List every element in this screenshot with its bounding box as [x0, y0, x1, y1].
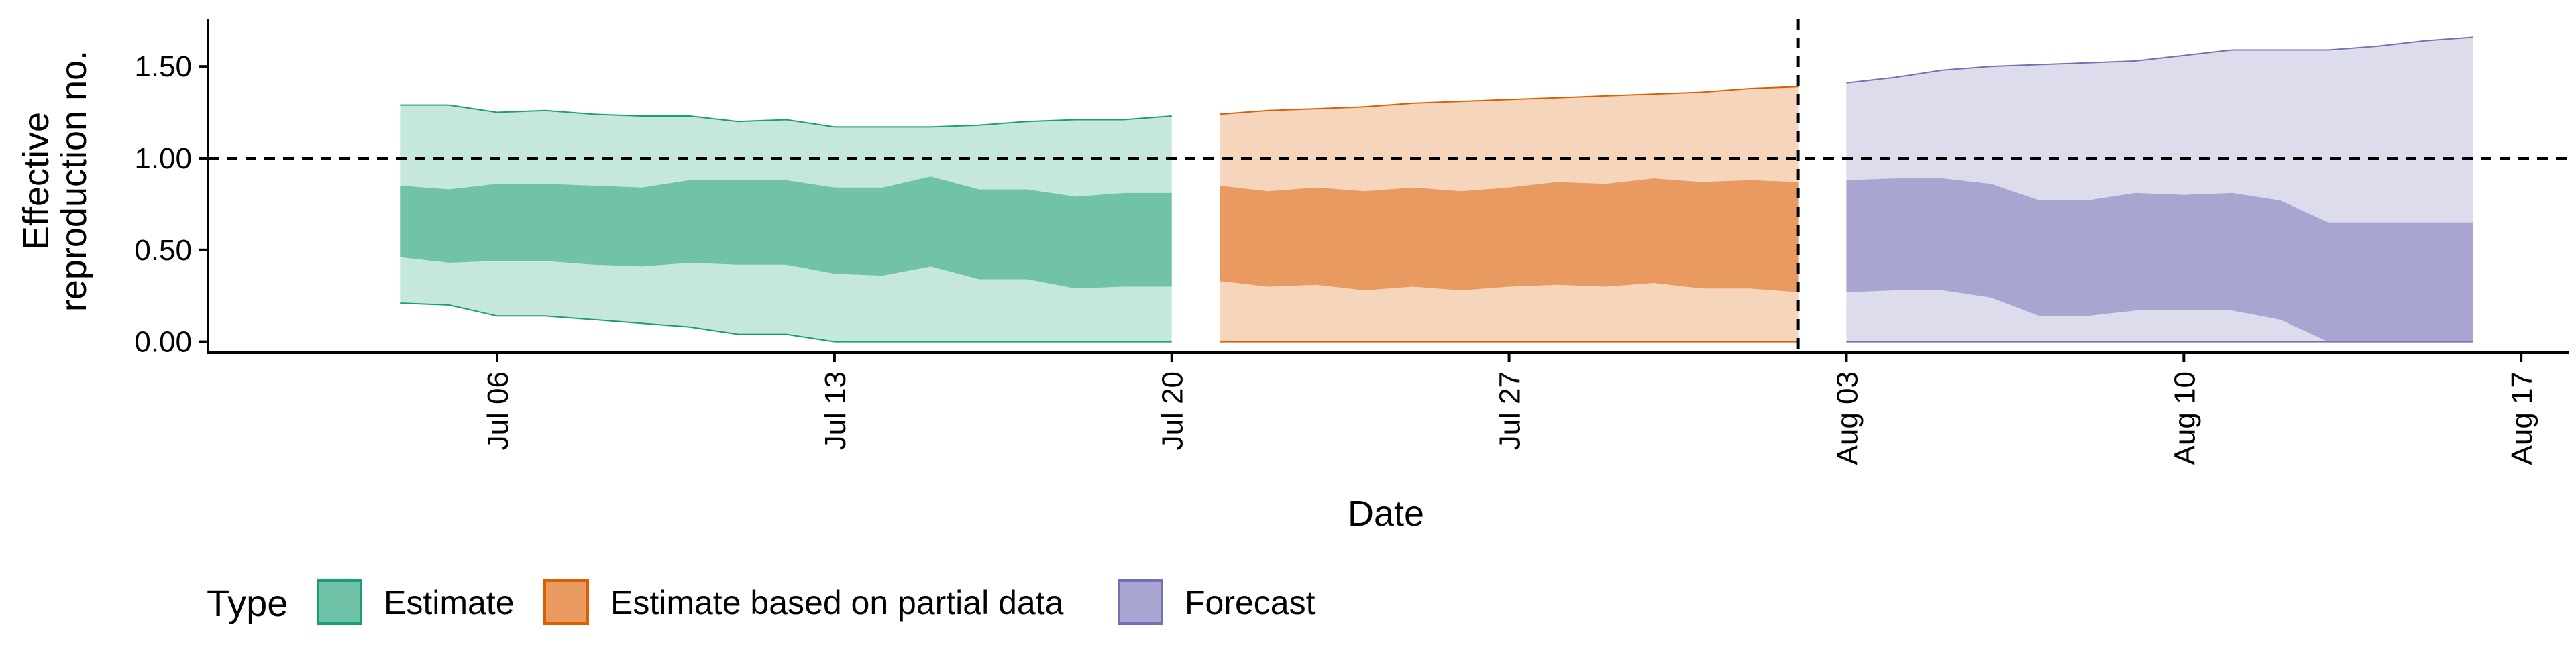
lower-edge-estimate — [400, 302, 1172, 343]
x-tick-label: Jul 20 — [1157, 371, 1189, 450]
upper-edge-forecast — [1846, 36, 2473, 84]
legend-label-estimate-based-on-partial-data: Estimate based on partial data — [610, 584, 1064, 622]
y-tick-label: 1.00 — [134, 142, 192, 175]
legend: Type Estimate Estimate based on partial d… — [207, 579, 1316, 625]
upper-edge-estimate-based-on-partial-data — [1220, 86, 1799, 115]
upper-edge-estimate — [400, 104, 1172, 128]
legend-key-forecast — [1118, 579, 1163, 625]
y-tick-label: 1.50 — [134, 50, 192, 83]
legend-key-estimate — [317, 579, 362, 625]
x-tick-label: Jul 06 — [482, 371, 515, 450]
legend-label-forecast: Forecast — [1185, 584, 1316, 622]
y-tick-label: 0.50 — [134, 234, 192, 267]
x-tick-label: Jul 27 — [1494, 371, 1527, 450]
x-tick-label: Aug 10 — [2168, 371, 2201, 465]
x-tick-label: Aug 03 — [1831, 371, 1864, 465]
series-estimate-based-on-partial-data — [1220, 86, 1799, 343]
y-axis-title-line-1: Effective — [16, 112, 56, 250]
legend-label-estimate: Estimate — [384, 584, 515, 622]
axes-layer: 0.00 0.50 1.00 1.50 Jul 06 Jul 13 Jul 20 Jul 27… — [134, 19, 2569, 465]
y-tick-label: 0.00 — [134, 326, 192, 359]
legend-item-estimate: Estimate — [317, 579, 515, 625]
legend-title: Type — [207, 582, 288, 624]
legend-item-estimate-based-on-partial-data: Estimate based on partial data — [543, 579, 1064, 625]
band-50-forecast — [1846, 178, 2473, 342]
series-estimate — [400, 104, 1172, 343]
y-axis-title: Effective reproduction no. — [16, 50, 94, 312]
x-tick-label: Aug 17 — [2506, 371, 2538, 465]
band-50-estimate — [400, 176, 1172, 289]
x-axis-title: Date — [1348, 493, 1424, 534]
x-tick-label: Jul 13 — [819, 371, 852, 450]
band-50-estimate-based-on-partial-data — [1220, 178, 1799, 292]
bands-layer — [400, 36, 2473, 343]
y-axis-title-line-2: reproduction no. — [54, 50, 94, 312]
legend-item-forecast: Forecast — [1118, 579, 1316, 625]
series-forecast — [1846, 36, 2473, 343]
legend-key-estimate-based-on-partial-data — [543, 579, 589, 625]
